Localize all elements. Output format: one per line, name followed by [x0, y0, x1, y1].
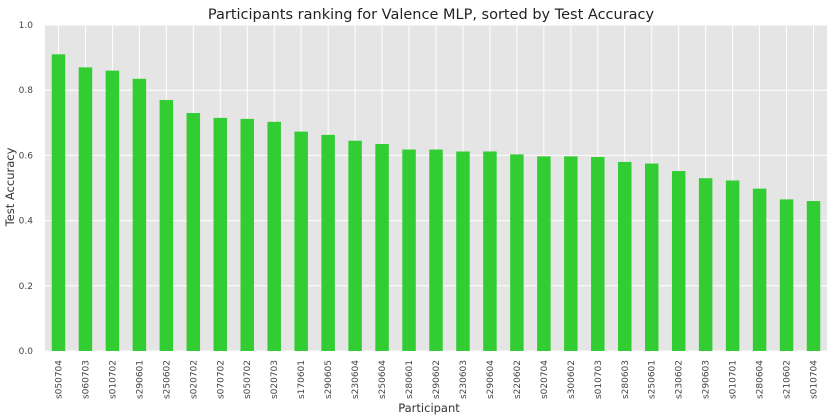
x-tick-label: s250604 [378, 360, 388, 399]
bar-s300602 [564, 156, 578, 351]
x-tick-label: s020703 [270, 360, 280, 399]
bar-s230603 [456, 151, 470, 351]
y-tick-label: 0.8 [19, 86, 34, 96]
x-tick-label: s300602 [567, 360, 577, 399]
x-tick-label: s010701 [729, 360, 739, 399]
x-tick-label: s250602 [162, 360, 172, 399]
bar-s290604 [483, 151, 497, 351]
bar-s020704 [537, 156, 551, 351]
bar-s020702 [186, 113, 201, 352]
x-tick-labels: s050704 s060703 s010702 s290601 s250602 s0207… [54, 360, 819, 399]
x-tick-label: s230602 [675, 360, 685, 399]
bar-s050704 [51, 54, 66, 352]
x-tick-label: s050704 [54, 360, 64, 399]
y-tick-label: 0.2 [19, 282, 33, 292]
y-tick-labels: 0.0 0.2 0.4 0.6 0.8 1.0 [19, 21, 34, 357]
y-tick-label: 0.0 [19, 347, 34, 357]
x-tick-label: s020704 [540, 360, 550, 399]
bar-s230604 [348, 140, 362, 351]
y-tick-label: 1.0 [19, 21, 34, 31]
bar-s280603 [618, 161, 632, 351]
x-tick-label: s070702 [216, 360, 226, 399]
x-tick-label: s290605 [324, 360, 334, 399]
x-tick-label: s060703 [81, 360, 91, 399]
x-tick-label: s280604 [756, 360, 766, 399]
y-tick-label: 0.6 [19, 151, 34, 161]
bar-s010702 [105, 70, 120, 351]
bar-s250601 [644, 163, 659, 351]
x-tick-label: s290601 [135, 360, 145, 399]
x-tick-label: s250601 [648, 360, 658, 399]
x-tick-label: s010702 [108, 360, 118, 399]
y-axis-label: Test Accuracy [3, 147, 17, 227]
y-tick-label: 0.4 [19, 217, 34, 227]
bar-s290603 [698, 178, 713, 351]
bar-s280604 [752, 188, 767, 351]
bar-s010703 [591, 157, 605, 351]
x-axis-label: Participant [398, 401, 460, 415]
bar-s230602 [671, 171, 686, 351]
x-tick-label: s290602 [432, 360, 442, 399]
bar-s050702 [240, 118, 254, 351]
x-tick-label: s290603 [702, 360, 712, 399]
x-tick-label: s290604 [486, 360, 496, 399]
bar-s010704 [806, 201, 821, 351]
x-tick-label: s220602 [513, 360, 523, 399]
bar-s170601 [294, 131, 308, 351]
chart-title: Participants ranking for Valence MLP, so… [208, 7, 655, 23]
x-tick-label: s170601 [297, 360, 307, 399]
x-tick-label: s280601 [405, 360, 415, 399]
bar-s210602 [779, 199, 794, 351]
x-tick-label: s020702 [189, 360, 199, 399]
x-tick-label: s010704 [810, 360, 820, 399]
x-tick-label: s010703 [594, 360, 604, 399]
bar-s280601 [402, 149, 416, 351]
bar-s290601 [132, 78, 147, 351]
x-tick-label: s230603 [459, 360, 469, 399]
bar-s290605 [321, 134, 335, 351]
bar-s220602 [510, 154, 524, 351]
bar-s020703 [267, 121, 281, 352]
bars [51, 54, 821, 352]
x-tick-label: s050702 [243, 360, 253, 399]
bar-s250602 [159, 99, 174, 351]
x-tick-label: s230604 [351, 360, 361, 399]
bar-s290602 [429, 149, 443, 351]
bar-s250604 [375, 143, 389, 351]
bar-s010701 [725, 180, 740, 351]
x-tick-label: s280603 [621, 360, 631, 399]
x-tick-label: s210602 [783, 360, 793, 399]
bar-s070702 [213, 117, 228, 351]
bar-s060703 [78, 67, 93, 351]
